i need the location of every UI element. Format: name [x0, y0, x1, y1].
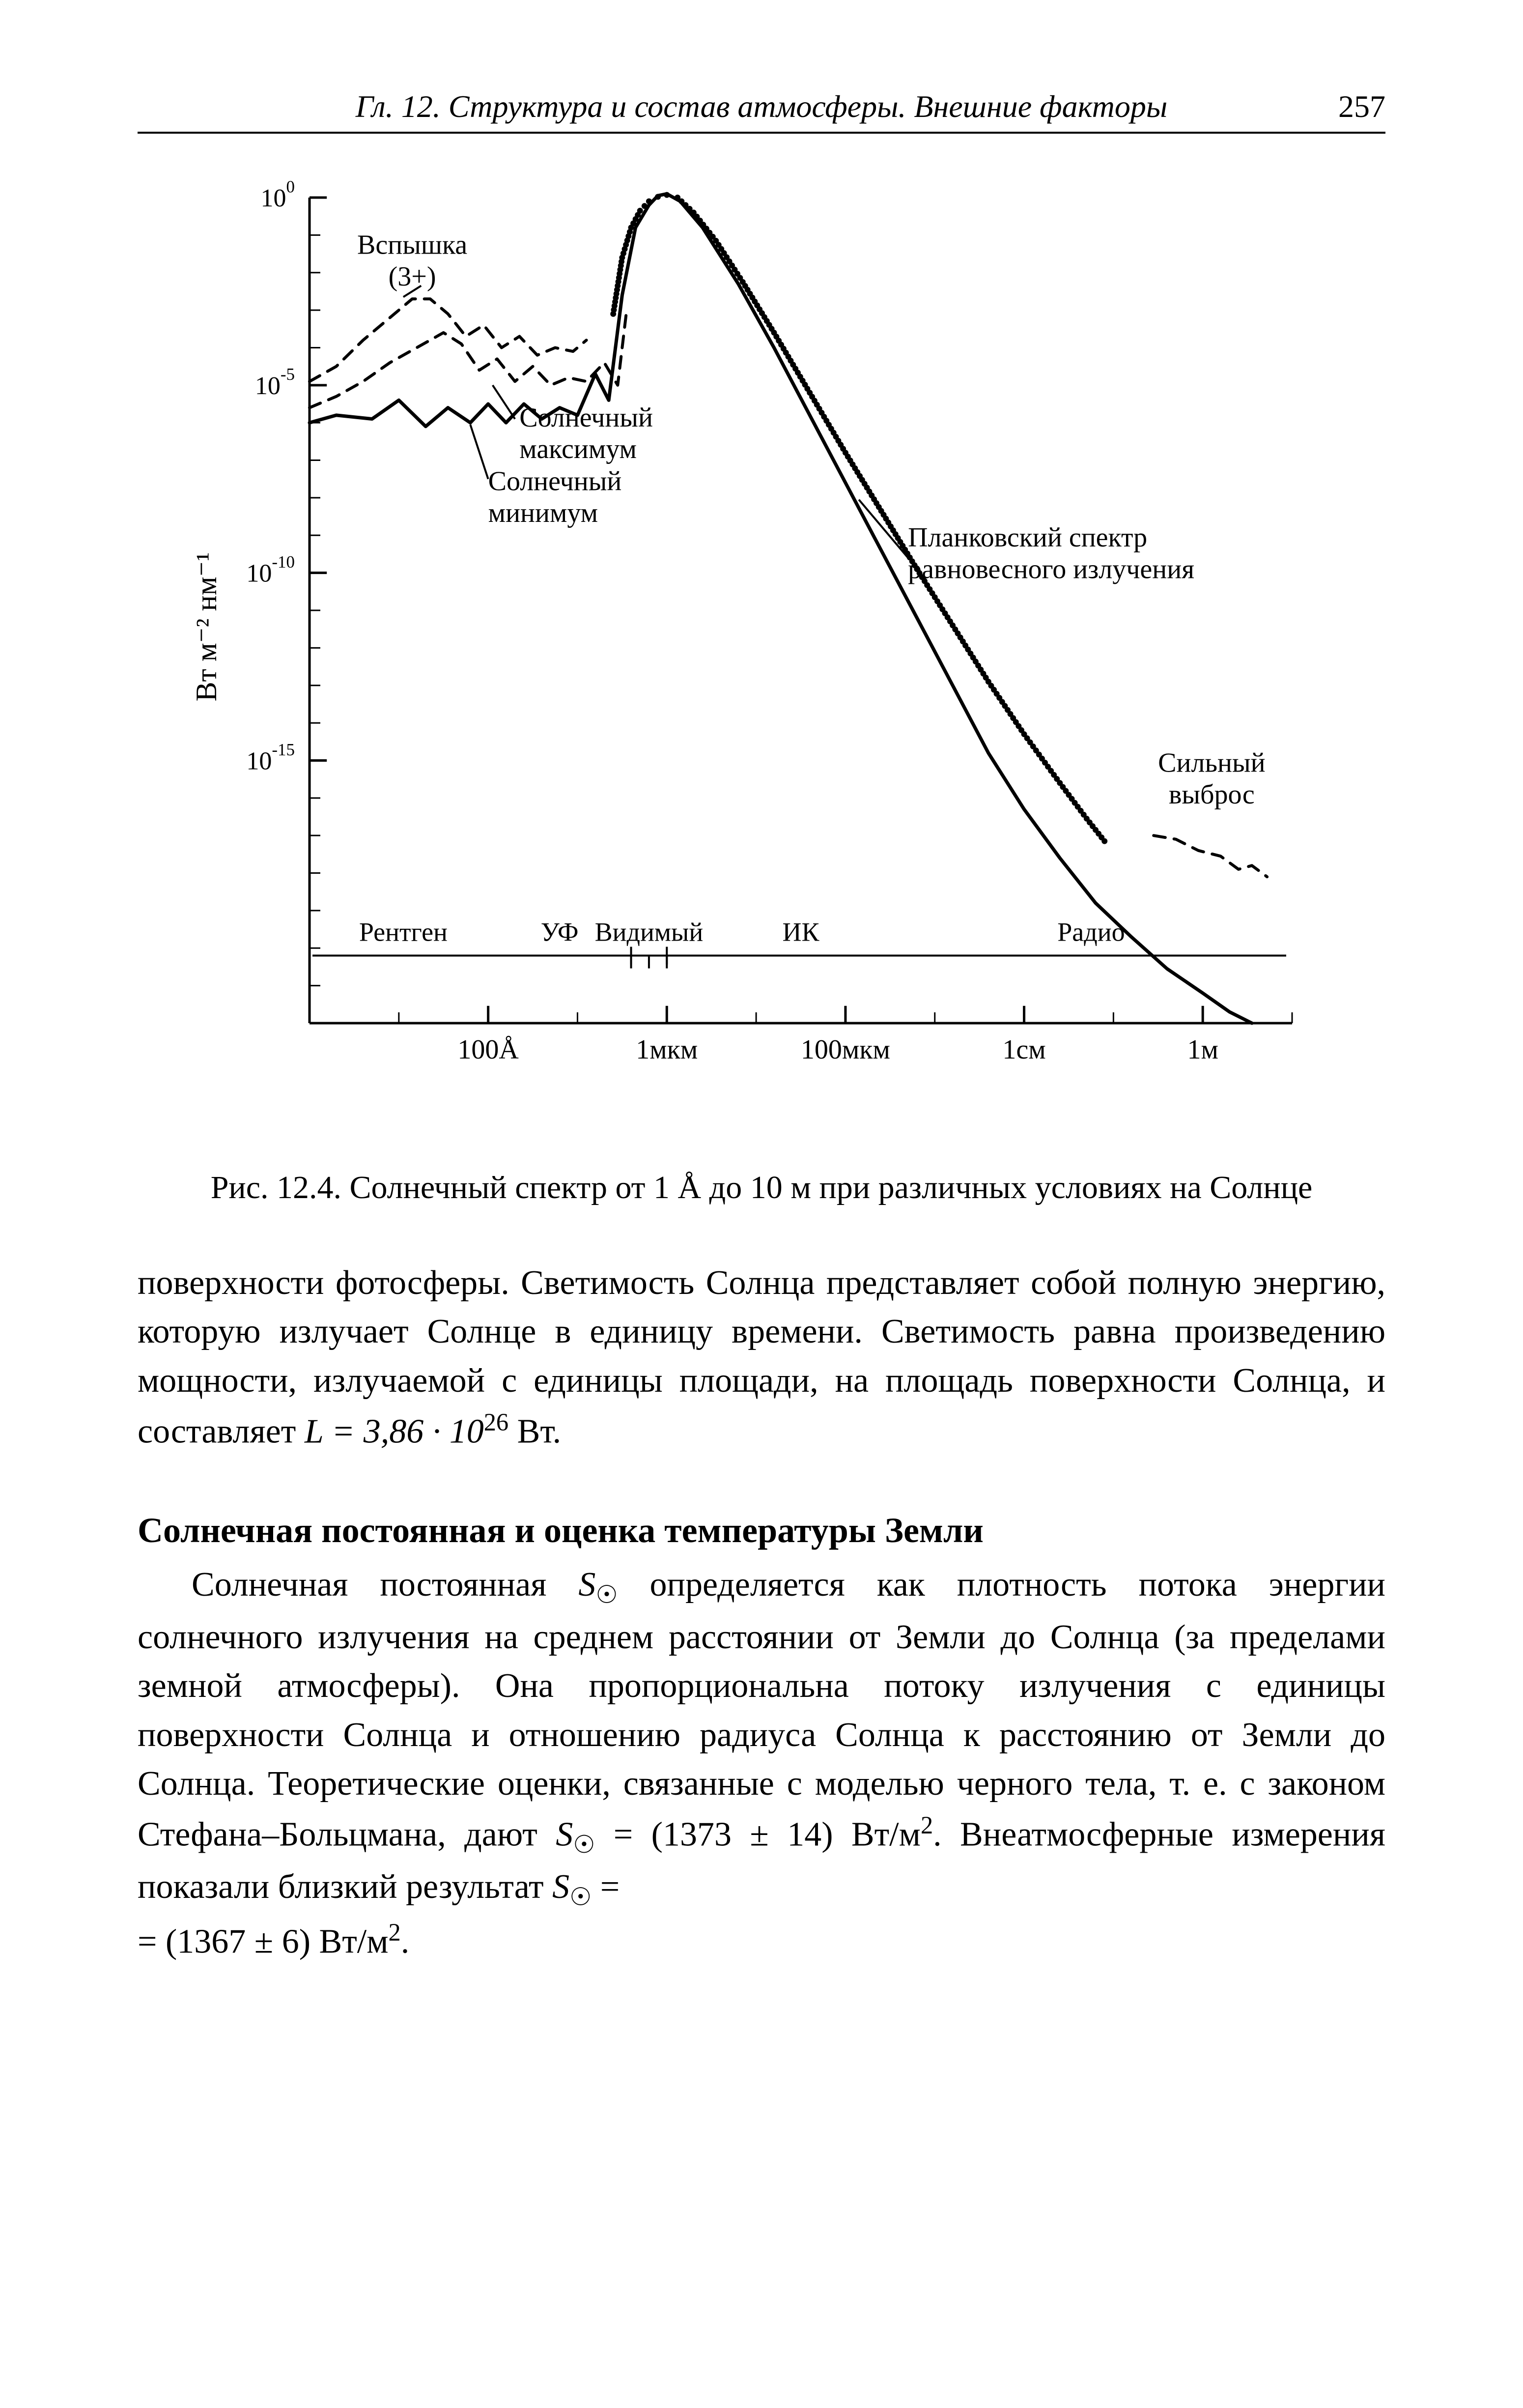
text-run: =	[592, 1868, 620, 1906]
svg-text:1см: 1см	[1002, 1034, 1045, 1065]
svg-text:Солнечный: Солнечный	[519, 402, 653, 433]
svg-text:выброс: выброс	[1169, 779, 1255, 810]
chapter-title: Гл. 12. Структура и состав атмосферы. Вн…	[236, 88, 1287, 125]
text-run: Вт.	[508, 1413, 561, 1451]
exp-2: 2	[389, 1919, 401, 1946]
svg-text:100: 100	[261, 177, 295, 212]
svg-text:(3+): (3+)	[389, 261, 436, 292]
text-run: Солнечная постоянная	[192, 1566, 578, 1604]
svg-text:10-10: 10-10	[246, 552, 295, 588]
svg-text:Вспышка: Вспышка	[357, 230, 467, 260]
luminosity-L: L = 3,86 · 10	[305, 1413, 484, 1451]
body-text: поверхности фотосферы. Светимость Солнца…	[138, 1259, 1385, 1966]
text-run: определяется как плотность потока энерги…	[138, 1566, 1385, 1853]
svg-text:Видимый: Видимый	[595, 917, 704, 947]
text-run: = (1367 ± 6) Вт/м	[138, 1922, 389, 1960]
text-run: .	[401, 1922, 410, 1960]
paragraph-solar-constant: Солнечная постоянная S☉ определяется как…	[138, 1560, 1385, 1966]
figure-caption: Рис. 12.4. Солнечный спектр от 1 Å до 10…	[172, 1166, 1351, 1209]
paragraph-photosphere: поверхности фотосферы. Светимость Солнца…	[138, 1259, 1385, 1456]
svg-text:10-5: 10-5	[255, 365, 295, 400]
page-number: 257	[1287, 88, 1385, 125]
svg-text:1мкм: 1мкм	[636, 1034, 698, 1065]
svg-text:УФ: УФ	[541, 917, 579, 947]
sun-subscript: ☉	[569, 1883, 592, 1911]
svg-text:равновесного излучения: равновесного излучения	[908, 554, 1194, 585]
svg-text:минимум: минимум	[488, 498, 598, 528]
svg-text:Рентген: Рентген	[359, 917, 448, 947]
text-run: = (1373 ± 14) Вт/м	[595, 1816, 921, 1854]
figure-wrap: 100 10-5 10-10 10-15 100Å 1мкм 100мкм 1см 1м Вт м…	[138, 168, 1385, 1151]
exp-2: 2	[921, 1811, 933, 1839]
svg-text:Вт м⁻² нм⁻¹: Вт м⁻² нм⁻¹	[190, 552, 223, 702]
svg-text:1м: 1м	[1187, 1034, 1218, 1065]
svg-text:100мкм: 100мкм	[801, 1034, 890, 1065]
exp-26: 26	[484, 1408, 508, 1436]
S-symbol: S	[578, 1566, 595, 1604]
S-symbol: S	[552, 1868, 569, 1906]
running-head: Гл. 12. Структура и состав атмосферы. Вн…	[138, 88, 1385, 134]
S-symbol: S	[556, 1816, 573, 1854]
svg-text:Сильный: Сильный	[1158, 747, 1265, 778]
section-heading: Солнечная постоянная и оценка температур…	[138, 1505, 1385, 1555]
svg-text:Солнечный: Солнечный	[488, 466, 622, 497]
svg-text:100Å: 100Å	[457, 1034, 519, 1065]
svg-text:10-15: 10-15	[246, 740, 295, 775]
svg-text:Планковский спектр: Планковский спектр	[908, 522, 1147, 553]
solar-spectrum-figure: 100 10-5 10-10 10-15 100Å 1мкм 100мкм 1см 1м Вт м…	[172, 168, 1351, 1151]
svg-text:ИК: ИК	[782, 917, 819, 947]
sun-subscript: ☉	[573, 1831, 595, 1859]
svg-text:максимум: максимум	[519, 434, 637, 464]
page: Гл. 12. Структура и состав атмосферы. Вн…	[0, 0, 1523, 2408]
sun-subscript: ☉	[595, 1581, 618, 1608]
